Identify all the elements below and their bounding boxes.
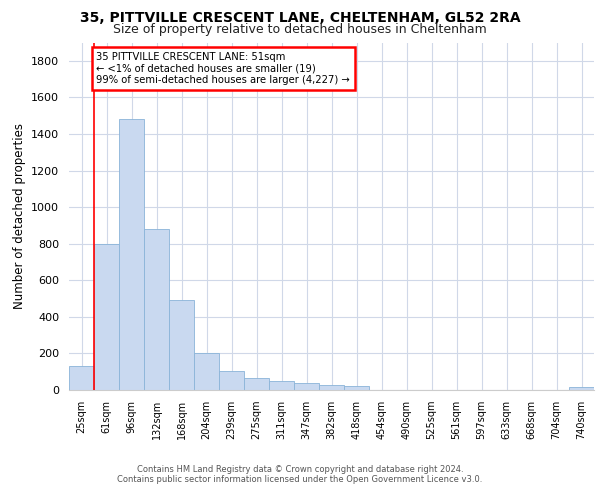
Bar bbox=[294, 382, 319, 390]
Bar bbox=[569, 388, 594, 390]
Bar bbox=[194, 352, 219, 390]
Bar bbox=[344, 386, 369, 390]
Bar bbox=[244, 378, 269, 390]
Text: 35 PITTVILLE CRESCENT LANE: 51sqm
← <1% of detached houses are smaller (19)
99% : 35 PITTVILLE CRESCENT LANE: 51sqm ← <1% … bbox=[97, 52, 350, 85]
Bar bbox=[69, 366, 94, 390]
Text: Contains HM Land Registry data © Crown copyright and database right 2024.: Contains HM Land Registry data © Crown c… bbox=[137, 465, 463, 474]
Bar bbox=[119, 120, 144, 390]
Bar bbox=[94, 244, 119, 390]
Text: Contains public sector information licensed under the Open Government Licence v3: Contains public sector information licen… bbox=[118, 475, 482, 484]
Text: Size of property relative to detached houses in Cheltenham: Size of property relative to detached ho… bbox=[113, 22, 487, 36]
Bar bbox=[319, 384, 344, 390]
Text: 35, PITTVILLE CRESCENT LANE, CHELTENHAM, GL52 2RA: 35, PITTVILLE CRESCENT LANE, CHELTENHAM,… bbox=[80, 12, 520, 26]
Bar bbox=[219, 371, 244, 390]
Bar bbox=[169, 300, 194, 390]
Bar bbox=[269, 381, 294, 390]
Bar bbox=[144, 229, 169, 390]
Y-axis label: Number of detached properties: Number of detached properties bbox=[13, 123, 26, 309]
